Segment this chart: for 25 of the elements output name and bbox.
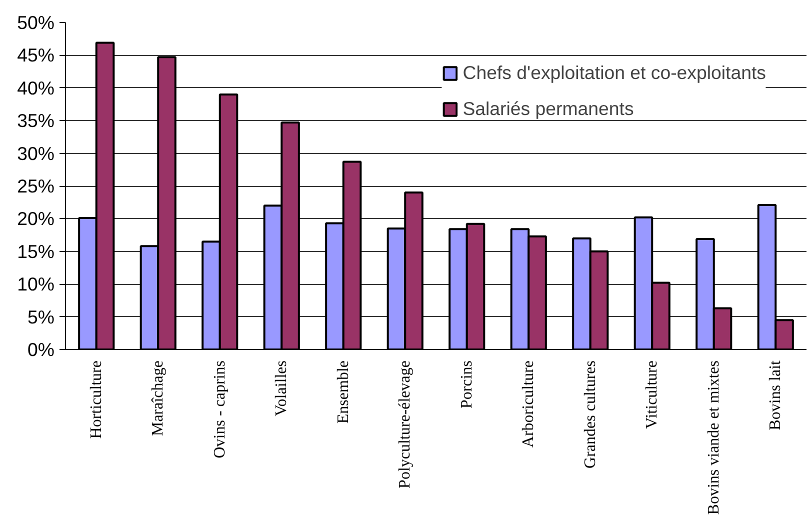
y-tick-label: 0% — [28, 339, 55, 360]
y-tick-label: 10% — [17, 274, 55, 295]
x-tick-label: Bovins lait — [767, 360, 784, 430]
y-tick-label: 30% — [17, 142, 55, 164]
x-tick-label: Horticulture — [88, 360, 105, 439]
x-tick-label: Polyculture-élevage — [396, 360, 414, 488]
y-tick-label: 20% — [17, 208, 55, 230]
legend-label: Chefs d'exploitation et co-exploitants — [462, 62, 766, 84]
legend-label: Salariés permanents — [462, 98, 634, 120]
x-tick-label: Porcins — [458, 360, 476, 408]
y-tick-label: 25% — [17, 176, 55, 196]
x-tick-label: Arboriculture — [520, 360, 538, 448]
x-tick-label: Grandes cultures — [582, 360, 599, 468]
y-tick-label: 45% — [17, 44, 55, 66]
x-tick-label: Maraîchage — [150, 360, 167, 436]
y-tick-label: 35% — [17, 110, 55, 132]
x-tick-label: Viticulture — [644, 360, 661, 429]
y-tick-label: 50% — [17, 12, 55, 33]
x-tick-label: Volailles — [273, 360, 290, 416]
x-tick-label: Ensemble — [334, 360, 352, 424]
y-tick-label: 15% — [17, 240, 55, 262]
x-tick-label: Ovins - caprins — [211, 360, 228, 458]
y-tick-label: 40% — [17, 77, 55, 98]
y-tick-label: 5% — [28, 306, 55, 328]
x-tick-label: Bovins viande et mixtes — [705, 360, 722, 515]
